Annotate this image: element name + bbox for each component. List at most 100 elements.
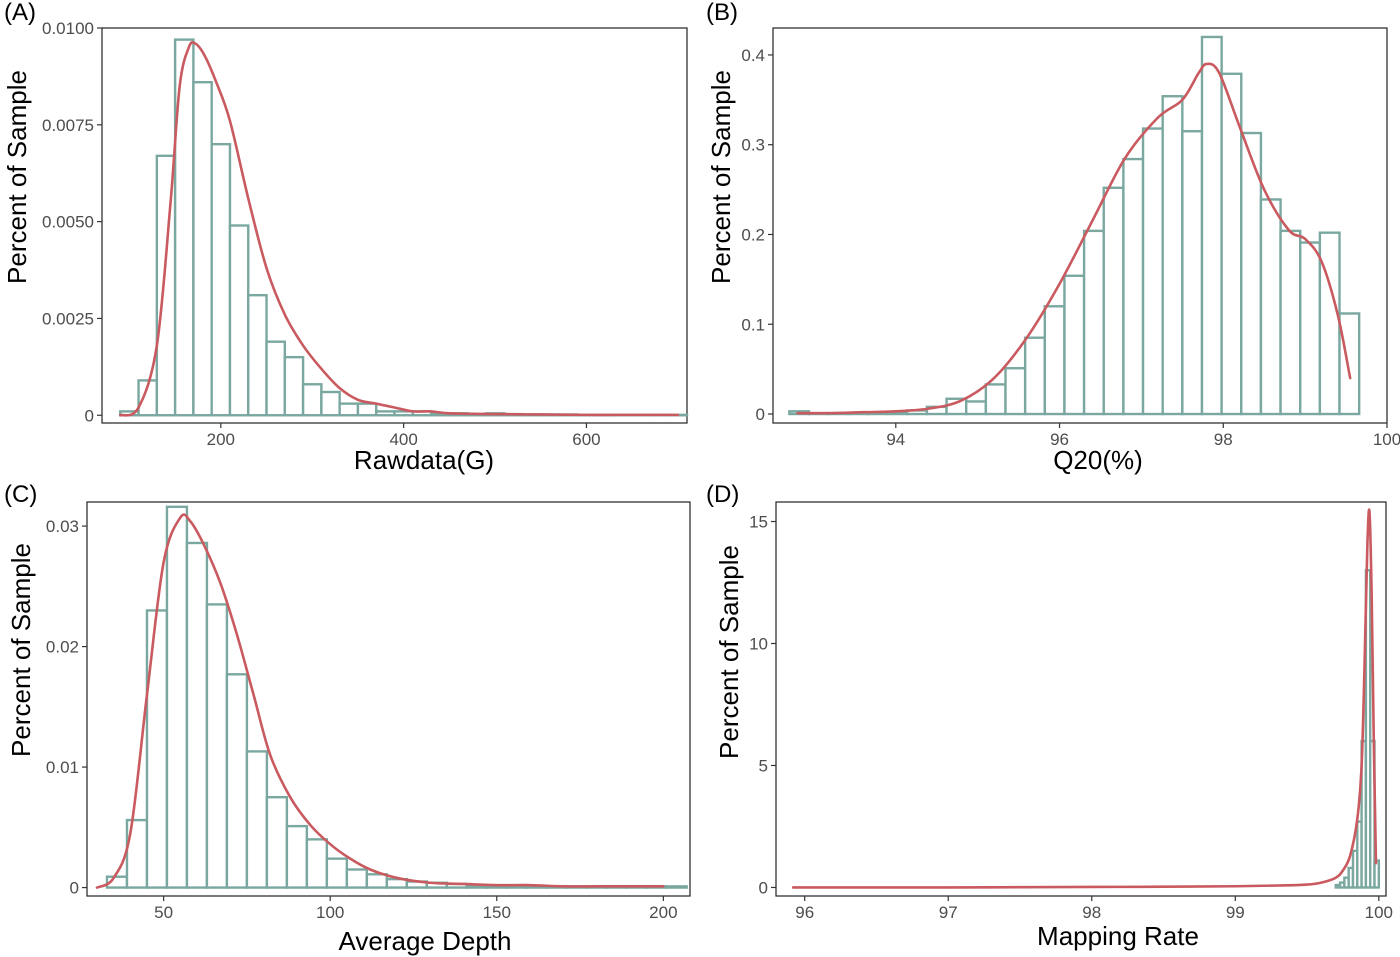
panel-letter-c: (C)	[4, 481, 37, 508]
y-tick-label: 0.01	[46, 758, 79, 777]
histogram-bar	[665, 885, 688, 889]
y-axis-title-a: Percent of Sample	[2, 70, 32, 284]
histogram-bar	[247, 294, 268, 417]
panel-letter-d: (D)	[706, 481, 739, 508]
histogram-bar	[1043, 305, 1066, 416]
histogram-bar	[1082, 229, 1105, 416]
histogram-bar	[1063, 274, 1086, 416]
histogram-bar	[1161, 95, 1184, 416]
y-tick-label: 0.4	[741, 46, 765, 65]
bars-a	[119, 38, 689, 417]
x-axis-a: 200 400 600	[207, 423, 601, 449]
chart-panel-d: (D) 96 97 98 99 100 0 5 10 15 Mapping Rate Perc…	[706, 481, 1393, 951]
histogram-bar	[1181, 130, 1204, 416]
x-axis-title-b: Q20(%)	[1053, 445, 1143, 475]
y-tick-label: 0	[759, 878, 768, 897]
histogram-bar	[1318, 231, 1341, 416]
x-axis-c: 50 100 150 200	[154, 896, 678, 922]
y-tick-label: 0.03	[46, 517, 79, 536]
histogram-bar	[1279, 229, 1302, 416]
y-axis-a: 0 0.0025 0.0050 0.0075 0.0100	[42, 19, 102, 425]
histogram-bar	[285, 824, 309, 889]
y-tick-label: 0	[70, 879, 79, 898]
y-axis-title-b: Percent of Sample	[706, 70, 736, 284]
x-tick-label: 600	[572, 430, 600, 449]
density-curve-c	[95, 513, 665, 889]
histogram-bar	[1259, 198, 1282, 416]
histogram-bar	[325, 857, 349, 889]
histogram-bar	[265, 340, 287, 417]
density-curve-b	[796, 62, 1352, 415]
histogram-bar	[1200, 35, 1223, 416]
x-tick-label: 200	[649, 903, 677, 922]
y-tick-label: 5	[759, 756, 768, 775]
histogram-bar	[965, 400, 988, 416]
histogram-bar	[1141, 127, 1164, 416]
chart-panel-c: (C) 50 100 150 200 0 0.01 0.02 0.03 Average De…	[4, 481, 691, 956]
histogram-bar	[283, 355, 305, 417]
y-axis-title-d: Percent of Sample	[714, 545, 744, 759]
y-tick-label: 0.3	[741, 136, 765, 155]
histogram-bar	[1023, 336, 1046, 416]
histogram-bar	[375, 410, 396, 417]
x-axis-title-d: Mapping Rate	[1037, 921, 1199, 951]
x-tick-label: 96	[795, 903, 814, 922]
x-tick-label: 400	[389, 430, 417, 449]
y-tick-label: 0.0025	[42, 309, 94, 328]
x-tick-label: 100	[1373, 430, 1400, 449]
histogram-bar	[245, 750, 269, 889]
histogram-bar	[1299, 241, 1322, 416]
panel-letter-a: (A)	[4, 0, 36, 26]
y-tick-label: 0	[85, 406, 94, 425]
x-tick-label: 94	[886, 430, 905, 449]
histogram-bar	[265, 795, 289, 889]
y-tick-label: 0.0075	[42, 116, 94, 135]
histogram-bar	[338, 402, 360, 417]
bars-c	[105, 505, 688, 889]
histogram-bar	[356, 402, 378, 417]
x-tick-label: 150	[483, 903, 511, 922]
x-axis-b: 94 96 98 100	[886, 423, 1400, 449]
histogram-bar	[1004, 367, 1027, 416]
y-axis-c: 0 0.01 0.02 0.03	[46, 517, 87, 898]
x-tick-label: 100	[1365, 903, 1393, 922]
x-tick-label: 100	[316, 903, 344, 922]
y-tick-label: 10	[749, 634, 768, 653]
density-curve-d	[791, 508, 1378, 889]
histogram-bar	[228, 224, 250, 417]
bars-b	[788, 35, 1361, 416]
y-tick-label: 0.1	[741, 315, 765, 334]
panel-letter-b: (B)	[706, 0, 738, 26]
plot-area-d	[775, 501, 1387, 897]
histogram-bar	[301, 383, 323, 417]
histogram-bar	[1373, 859, 1381, 889]
histogram-bar	[320, 390, 341, 417]
histogram-bar	[984, 383, 1007, 416]
x-tick-label: 99	[1226, 903, 1245, 922]
histogram-bar	[165, 505, 189, 889]
x-tick-label: 50	[154, 903, 173, 922]
x-axis-title-c: Average Depth	[339, 926, 512, 956]
histogram-bar	[1102, 186, 1125, 416]
histogram-bar	[1122, 157, 1145, 416]
chart-panel-b: (B) 94 96 98 100 0 0.1 0.2 0.3 0.4 Q20(%) Perce…	[706, 0, 1400, 475]
histogram-bar	[192, 81, 213, 417]
x-tick-label: 97	[939, 903, 958, 922]
y-tick-label: 0.2	[741, 225, 765, 244]
y-tick-label: 0.0050	[42, 213, 94, 232]
chart-panel-a: (A) 200 400 600 00.00250.00500.00750.0100 …	[2, 0, 689, 475]
y-tick-label: 0.0100	[42, 19, 94, 38]
histogram-bar	[1364, 569, 1372, 889]
histogram-bar	[225, 673, 249, 889]
histogram-bar	[205, 603, 229, 889]
y-axis-title-c: Percent of Sample	[6, 543, 36, 757]
y-axis-b: 0 0.1 0.2 0.3 0.4	[741, 46, 773, 424]
x-axis-d: 96 97 98 99 100	[795, 896, 1393, 922]
y-tick-label: 15	[749, 513, 768, 532]
x-tick-label: 98	[1082, 903, 1101, 922]
y-tick-label: 0	[756, 405, 765, 424]
y-axis-d: 0 5 10 15	[749, 513, 776, 897]
x-tick-label: 98	[1214, 430, 1233, 449]
histogram-bar	[145, 609, 169, 889]
